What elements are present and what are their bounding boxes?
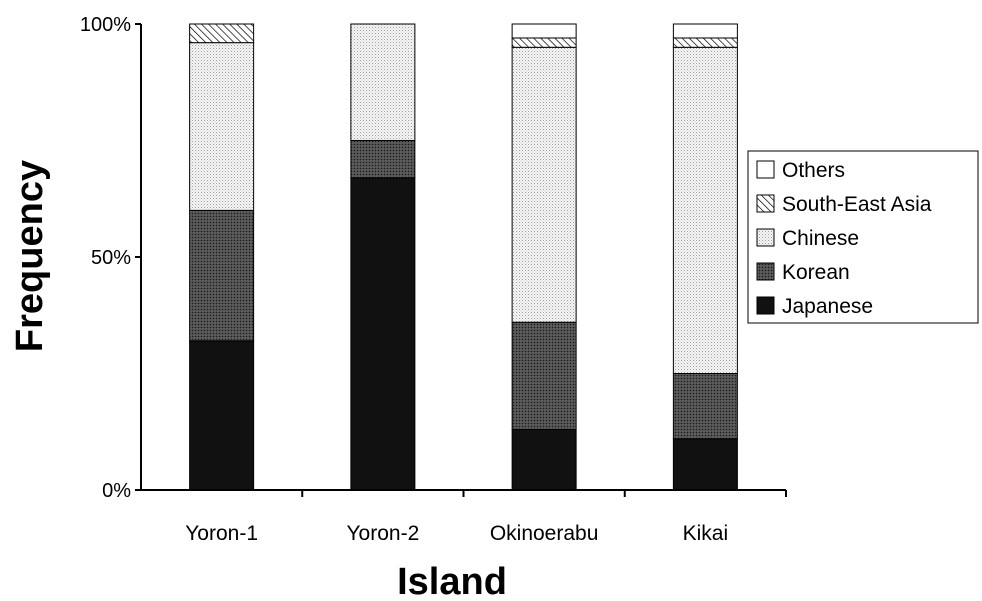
x-tick-label: Okinoerabu xyxy=(490,522,599,545)
y-tick-label: 0% xyxy=(102,480,131,502)
y-tick-label: 50% xyxy=(91,247,131,269)
legend-frame xyxy=(747,150,979,324)
x-tick-label: Kikai xyxy=(683,522,729,545)
legend-swatch xyxy=(756,228,775,247)
x-tick-label: Yoron-1 xyxy=(185,522,258,545)
bar-segment-south-east-asia-okinoerabu xyxy=(511,37,577,48)
bar-segment-south-east-asia-yoron-1 xyxy=(189,23,255,44)
x-tick-labels: Yoron-1 Yoron-2 Okinoerabu Kikai xyxy=(185,522,728,545)
bar-segment-japanese-yoron-1 xyxy=(189,340,255,491)
x-axis-title: Island xyxy=(397,561,507,601)
bar-segment-others-okinoerabu xyxy=(511,23,577,39)
x-tick-label: Yoron-2 xyxy=(346,522,419,545)
legend-label: Chinese xyxy=(782,227,859,250)
legend-swatch xyxy=(756,262,775,281)
bar-segment-chinese-okinoerabu xyxy=(511,46,577,323)
legend-label: South-East Asia xyxy=(782,193,932,216)
bar-segment-korean-kikai xyxy=(672,373,738,440)
legend-swatch xyxy=(756,194,775,213)
bar-segment-chinese-yoron-1 xyxy=(189,42,255,211)
y-axis-title: Frequency xyxy=(9,160,51,352)
bar-group xyxy=(189,23,738,491)
bar-segment-korean-yoron-2 xyxy=(350,140,416,179)
bar-segment-japanese-yoron-2 xyxy=(350,177,416,491)
legend-swatch xyxy=(756,160,775,179)
bar-segment-south-east-asia-kikai xyxy=(672,37,738,48)
y-tick-label: 100% xyxy=(80,14,131,36)
bar-segment-chinese-kikai xyxy=(672,46,738,375)
x-ticks xyxy=(301,490,787,497)
legend-label: Others xyxy=(782,159,845,182)
bar-segment-japanese-kikai xyxy=(672,438,738,491)
bar-segment-chinese-yoron-2 xyxy=(350,23,416,141)
legend-swatch xyxy=(756,296,775,315)
bar-segment-korean-okinoerabu xyxy=(511,321,577,430)
y-ticks: 0% 50% 100% xyxy=(80,14,141,502)
bar-segment-japanese-okinoerabu xyxy=(511,428,577,491)
bar-segment-korean-yoron-1 xyxy=(189,209,255,342)
legend-label: Korean xyxy=(782,261,850,284)
bar-segment-others-kikai xyxy=(672,23,738,39)
legend-label: Japanese xyxy=(782,295,873,318)
legend: Others South-East Asia Chinese Korean Japane… xyxy=(747,150,979,324)
